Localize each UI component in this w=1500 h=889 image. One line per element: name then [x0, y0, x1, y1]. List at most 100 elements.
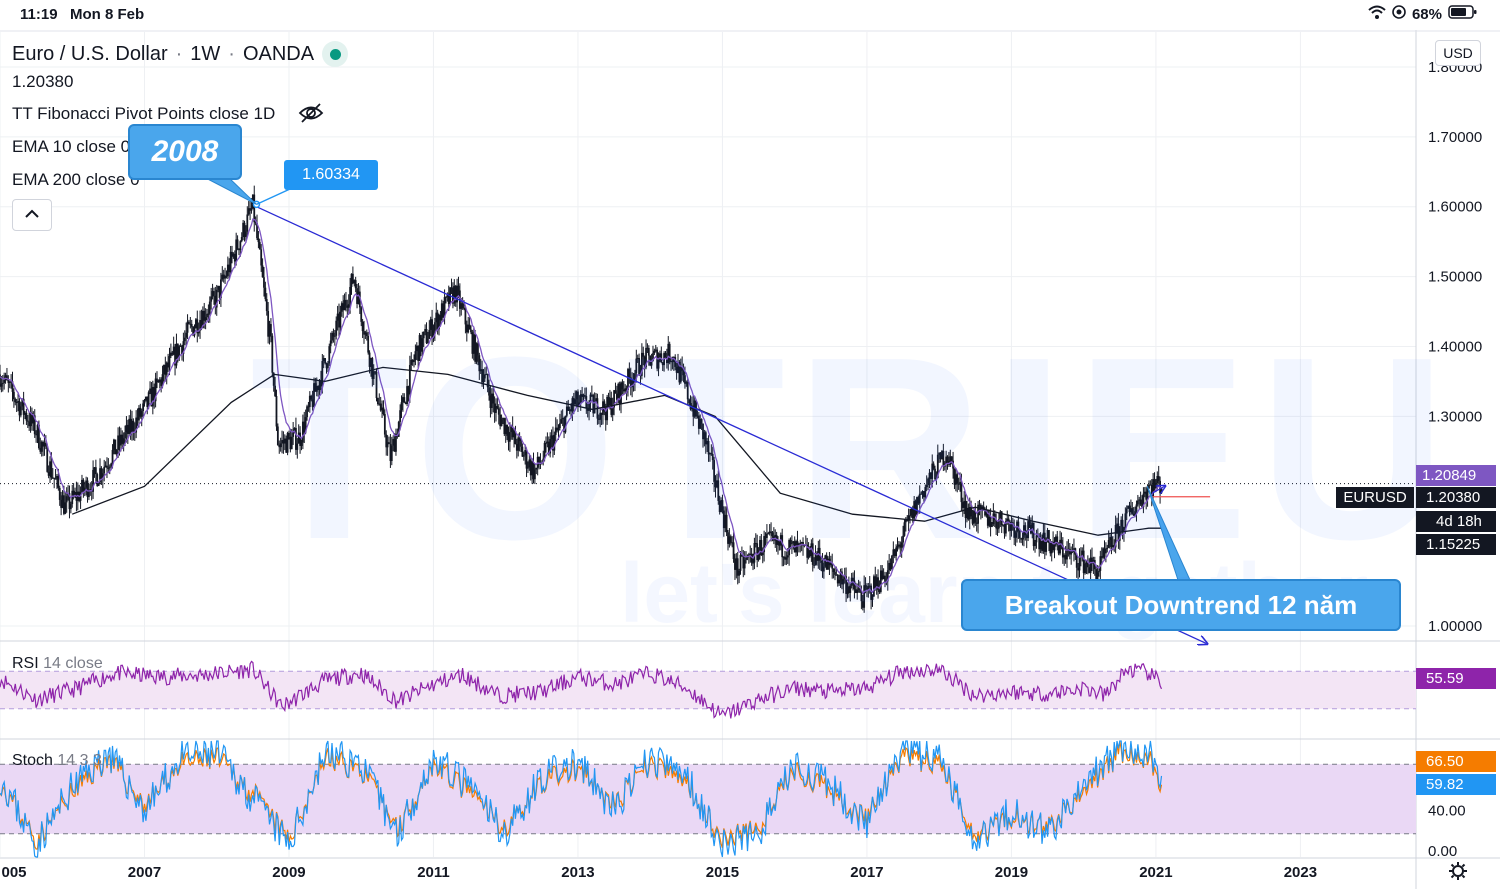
candle-body	[923, 491, 925, 498]
candle-body	[181, 345, 183, 354]
candle-body	[485, 374, 488, 376]
candle-body	[967, 507, 970, 520]
candle-body	[420, 335, 422, 352]
candle-body	[934, 468, 936, 480]
candle-body	[139, 407, 142, 417]
wifi-icon	[1368, 5, 1386, 23]
time-axis-label: 2013	[561, 864, 594, 881]
candle-body	[246, 214, 249, 232]
settings-gear-icon[interactable]	[1448, 861, 1468, 886]
candle-body	[611, 407, 614, 415]
candle-body	[457, 285, 460, 291]
candle-body	[696, 415, 699, 417]
candle-body	[339, 311, 342, 328]
candle-body	[643, 356, 646, 368]
candle-body	[911, 508, 914, 519]
candle-body	[1134, 511, 1136, 516]
candle-body	[56, 475, 58, 479]
candle-body	[852, 577, 854, 581]
candle-body	[153, 386, 156, 402]
candle-body	[254, 222, 257, 224]
rsi-pane-label[interactable]: RSI 14 close	[12, 655, 103, 673]
candle-body	[176, 343, 179, 358]
candle-body	[902, 535, 904, 543]
candle-body	[928, 472, 931, 479]
candle-body	[1014, 532, 1017, 538]
candle-body	[19, 406, 22, 416]
candle-body	[283, 438, 286, 444]
collapse-legend-button[interactable]	[12, 199, 52, 231]
candle-body	[14, 399, 17, 403]
candle-body	[709, 453, 711, 455]
candle-body	[953, 468, 956, 485]
indicator-ema10[interactable]: EMA 10 close 0	[12, 137, 130, 157]
candle-body	[1148, 484, 1150, 489]
candle-body	[443, 297, 446, 318]
candle-body	[456, 285, 458, 303]
peak-price-tag[interactable]: 1.60334	[284, 160, 378, 190]
status-right: 68%	[1368, 5, 1478, 23]
candle-body	[186, 321, 189, 333]
candle-body	[847, 586, 850, 593]
candle-body	[12, 391, 15, 400]
candle-body	[126, 424, 129, 434]
timeframe[interactable]: 1W	[190, 42, 221, 65]
candle-body	[574, 399, 577, 405]
eye-off-icon[interactable]	[298, 101, 324, 130]
candle-body	[342, 303, 345, 311]
symbol-name[interactable]: Euro / U.S. Dollar	[12, 42, 168, 65]
candle-body	[504, 424, 507, 435]
candle-body	[973, 510, 975, 524]
candle-body	[664, 353, 667, 357]
candle-body	[521, 446, 524, 457]
candle-body	[332, 332, 335, 337]
candle-body	[136, 417, 139, 421]
time-axis-label: 2021	[1139, 864, 1172, 881]
candle-body	[917, 497, 920, 504]
candle-body	[122, 438, 125, 444]
candle-body	[832, 568, 835, 573]
candle-body	[756, 543, 759, 561]
candle-body	[340, 303, 343, 312]
candle-body	[1098, 570, 1100, 573]
candle-body	[265, 299, 268, 312]
candle-body	[314, 383, 317, 392]
candle-body	[579, 394, 582, 403]
candle-body	[736, 558, 739, 576]
support-price-badge: 1.15225	[1416, 534, 1496, 555]
candle-body	[697, 415, 700, 429]
candle-body	[343, 299, 346, 311]
candle-body	[61, 495, 64, 508]
candle-body	[646, 347, 649, 349]
candle-body	[572, 398, 575, 405]
candle-body	[1057, 544, 1060, 554]
candle-body	[738, 570, 741, 576]
candle-body	[53, 477, 56, 479]
currency-button[interactable]: USD	[1435, 40, 1481, 66]
year-callout[interactable]: 2008	[128, 124, 242, 180]
candle-body	[1024, 525, 1027, 536]
candle-body	[333, 335, 336, 337]
candle-body	[467, 324, 470, 333]
candle-body	[797, 543, 800, 546]
candle-body	[253, 194, 256, 223]
candle-body	[472, 334, 475, 354]
stoch-pane-label[interactable]: Stoch 14 3 3	[12, 752, 102, 770]
candle-body	[475, 343, 478, 362]
candle-body	[311, 399, 314, 408]
candle-body	[368, 352, 371, 367]
candle-body	[94, 467, 97, 475]
candle-body	[445, 296, 447, 298]
indicator-fib-pivot[interactable]: TT Fibonacci Pivot Points close 1D	[12, 104, 276, 123]
breakout-callout[interactable]: Breakout Downtrend 12 năm	[961, 579, 1401, 631]
candle-body	[79, 492, 82, 501]
candle-body	[807, 550, 810, 558]
candle-body	[853, 580, 856, 590]
candle-body	[1142, 493, 1145, 508]
candle-body	[1124, 513, 1127, 531]
candle-body	[329, 340, 332, 347]
indicator-ema200[interactable]: EMA 200 close 0	[12, 170, 140, 190]
candle-body	[322, 358, 325, 362]
candle-body	[117, 435, 119, 450]
